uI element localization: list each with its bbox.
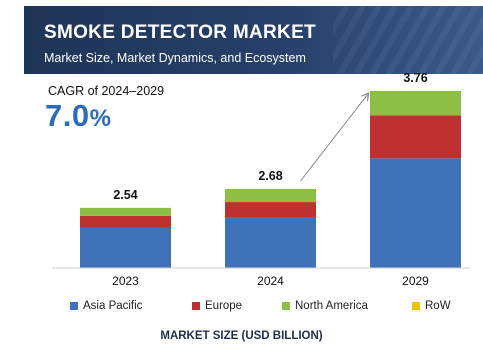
bar-2024-europe [225, 202, 316, 217]
bar-2023-europe [80, 215, 171, 228]
legend-item-asia-pacific: Asia Pacific [70, 300, 142, 312]
x-tick-label-2029: 2029 [402, 274, 429, 288]
legend-label: Asia Pacific [83, 300, 143, 312]
bar-2029-north-america [370, 90, 461, 116]
legend-swatch [192, 302, 200, 310]
legend-item-north-america: North America [282, 300, 368, 312]
bar-2024-asia-pacific [225, 216, 316, 268]
cagr-unit: % [89, 105, 112, 132]
x-tick-label-2024: 2024 [257, 274, 284, 288]
total-label-2024: 2.68 [258, 169, 282, 183]
legend-label: North America [295, 300, 368, 312]
bar-2029-asia-pacific [370, 158, 461, 268]
total-label-2029: 3.76 [403, 71, 427, 85]
bar-2023-north-america [80, 207, 171, 216]
legend-swatch [412, 302, 420, 310]
report-subtitle: Market Size, Market Dynamics, and Ecosys… [44, 51, 306, 65]
bar-2023-asia-pacific [80, 227, 171, 268]
report-title: SMOKE DETECTOR MARKET [44, 22, 316, 43]
legend-item-row: RoW [412, 300, 451, 312]
bar-2029-europe [370, 115, 461, 159]
bar-2024-north-america [225, 188, 316, 203]
chart-legend: Asia Pacific Europe North America RoW [70, 300, 470, 316]
growth-arrow [300, 94, 369, 182]
legend-swatch [70, 302, 78, 310]
x-tick-label-2023: 2023 [112, 274, 139, 288]
legend-label: Europe [205, 300, 243, 312]
cagr-label: CAGR of 2024–2029 [48, 84, 165, 98]
legend-item-europe: Europe [192, 300, 242, 312]
cagr-value: 7.0% [45, 98, 111, 134]
header-banner: SMOKE DETECTOR MARKET Market Size, Marke… [24, 6, 483, 74]
legend-swatch [282, 302, 290, 310]
chart-footer-label: MARKET SIZE (USD BILLION) [160, 330, 323, 342]
legend-label: RoW [425, 300, 451, 312]
total-label-2023: 2.54 [113, 188, 137, 202]
cagr-number: 7.0 [45, 98, 90, 133]
